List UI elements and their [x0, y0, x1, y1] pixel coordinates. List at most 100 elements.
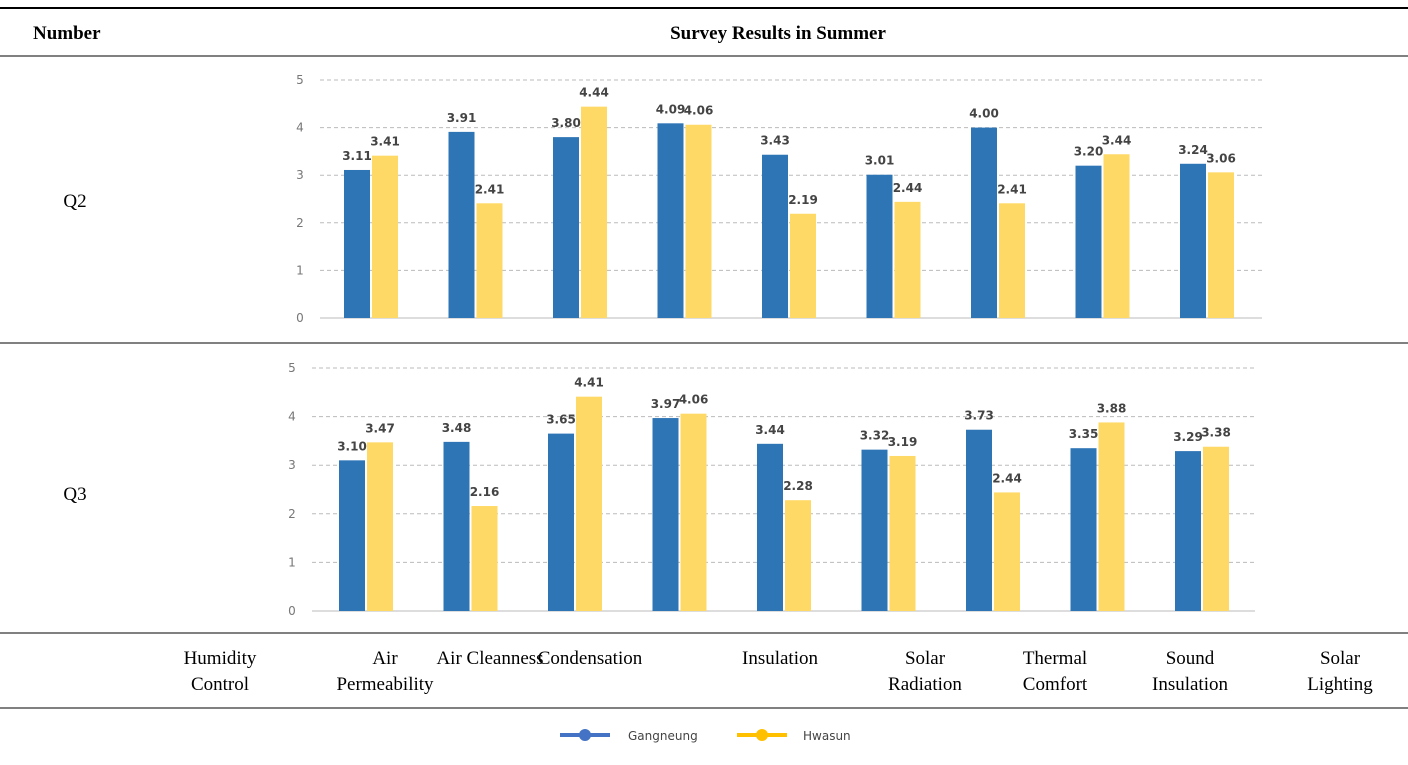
data-label: 3.06 — [1206, 151, 1236, 165]
header-cell: Survey Results in Summer — [670, 23, 886, 44]
data-label: 2.19 — [788, 193, 818, 207]
bar — [367, 442, 393, 611]
bar — [1208, 172, 1234, 318]
bar — [999, 203, 1025, 318]
bar — [344, 169, 370, 318]
bar — [757, 443, 783, 611]
category-label: Solar Radiation — [888, 648, 962, 695]
data-label: 3.10 — [337, 439, 367, 453]
bar — [790, 213, 816, 318]
bar — [372, 155, 398, 318]
data-label: 3.97 — [651, 397, 681, 411]
category-label: Insulation — [742, 648, 818, 669]
data-label: 3.47 — [365, 421, 395, 435]
bar — [1075, 165, 1102, 318]
category-label: Humidity Control — [183, 648, 257, 695]
row-label: Q2 — [63, 191, 86, 212]
bar — [785, 500, 811, 611]
data-label: 3.48 — [442, 421, 472, 435]
bar — [762, 154, 788, 318]
data-label: 3.80 — [551, 116, 581, 130]
y-tick-label: 3 — [296, 168, 304, 182]
bar — [471, 506, 498, 611]
data-label: 3.43 — [760, 134, 790, 148]
data-label: 3.44 — [755, 423, 785, 437]
category-label: Solar Lighting — [1307, 648, 1373, 695]
bar — [1098, 422, 1125, 611]
header-cell: Number — [33, 23, 101, 44]
legend-label: Hwasun — [803, 729, 851, 743]
bar — [553, 137, 579, 318]
bar — [1180, 163, 1206, 318]
bar — [966, 429, 992, 611]
y-tick-label: 5 — [296, 73, 304, 87]
data-label: 2.44 — [893, 181, 923, 195]
data-label: 3.41 — [370, 135, 400, 149]
bar — [576, 396, 602, 611]
bar — [889, 455, 916, 611]
data-label: 3.24 — [1178, 143, 1208, 157]
y-tick-label: 2 — [296, 216, 304, 230]
data-label: 3.73 — [964, 409, 994, 423]
data-label: 3.01 — [865, 154, 895, 168]
y-tick-label: 2 — [288, 507, 296, 521]
data-label: 4.06 — [684, 104, 714, 118]
data-label: 2.41 — [997, 182, 1027, 196]
data-label: 3.35 — [1069, 427, 1099, 441]
y-tick-label: 4 — [296, 121, 304, 135]
legend-label: Gangneung — [628, 729, 698, 743]
data-label: 3.32 — [860, 429, 890, 443]
data-label: 4.44 — [579, 86, 609, 100]
data-label: 3.44 — [1102, 133, 1132, 147]
category-label: Air Cleanness — [436, 648, 544, 669]
data-label: 3.29 — [1173, 430, 1203, 444]
bar — [994, 492, 1020, 611]
bar — [476, 203, 503, 318]
bar — [548, 433, 574, 611]
category-label: Thermal Comfort — [1022, 648, 1088, 695]
data-label: 4.00 — [969, 107, 999, 121]
bar — [861, 449, 888, 611]
bar — [1175, 451, 1201, 611]
bar — [866, 174, 893, 318]
legend-marker — [579, 729, 591, 741]
y-tick-label: 1 — [296, 263, 304, 277]
y-tick-label: 3 — [288, 458, 296, 472]
bar — [1070, 448, 1097, 611]
bar — [685, 124, 712, 318]
y-tick-label: 1 — [288, 555, 296, 569]
bar — [1103, 154, 1130, 318]
category-label: Air Permeability — [336, 648, 434, 695]
data-label: 3.88 — [1097, 401, 1127, 415]
y-tick-label: 0 — [288, 604, 296, 618]
data-label: 2.41 — [475, 182, 505, 196]
bar — [652, 418, 679, 611]
bar — [581, 106, 607, 318]
data-label: 4.06 — [679, 393, 709, 407]
bar — [448, 131, 475, 318]
data-label: 3.20 — [1074, 145, 1104, 159]
legend-marker — [756, 729, 768, 741]
data-label: 3.65 — [546, 413, 576, 427]
data-label: 3.19 — [888, 435, 918, 449]
bar — [443, 441, 470, 611]
bar — [1203, 446, 1229, 611]
data-label: 2.16 — [470, 485, 500, 499]
row-label: Q3 — [63, 484, 86, 505]
bar — [971, 127, 997, 318]
data-label: 2.44 — [992, 471, 1022, 485]
data-label: 3.38 — [1201, 426, 1231, 440]
y-tick-label: 5 — [288, 361, 296, 375]
category-label: Condensation — [537, 648, 643, 669]
data-label: 3.11 — [342, 149, 372, 163]
data-label: 4.09 — [656, 102, 686, 116]
bar — [680, 413, 707, 611]
bar — [894, 201, 921, 318]
data-label: 3.91 — [447, 111, 477, 125]
bar — [339, 460, 365, 611]
data-label: 2.28 — [783, 479, 813, 493]
data-label: 4.41 — [574, 376, 604, 390]
y-tick-label: 4 — [288, 410, 296, 424]
